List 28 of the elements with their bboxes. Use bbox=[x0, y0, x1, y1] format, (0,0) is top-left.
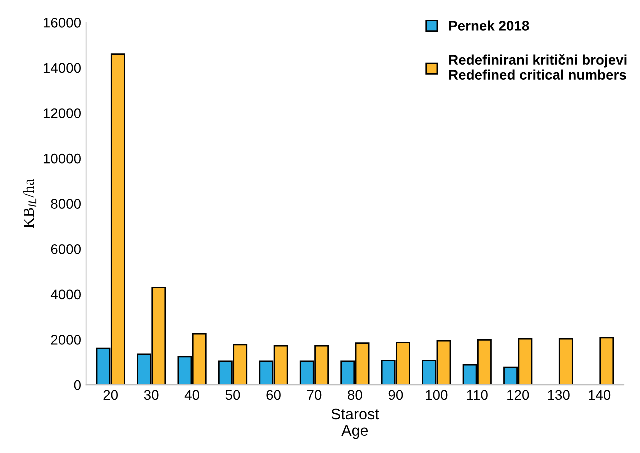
y-tick-label: 2000 bbox=[51, 335, 81, 345]
x-tick-label: 40 bbox=[184, 390, 200, 400]
x-tick-label: 140 bbox=[589, 390, 611, 400]
legend-label: Redefinirani kritični brojevi Redefined critical numbers bbox=[450, 54, 627, 80]
x-tick-label: 60 bbox=[266, 390, 281, 400]
x-tick-label: 50 bbox=[226, 390, 240, 400]
y-tick-label: 12000 bbox=[44, 108, 81, 118]
legend-label: Pernek 2018 bbox=[450, 20, 530, 31]
y-tick-label: 4000 bbox=[50, 290, 81, 300]
y-tick-label: 16000 bbox=[44, 18, 81, 28]
x-tick-label: 110 bbox=[467, 390, 488, 400]
bar bbox=[600, 337, 614, 386]
y-axis-title: KB$_{IL}$/ha bbox=[23, 179, 37, 228]
y-tick-label: 8000 bbox=[51, 199, 81, 210]
x-tick-label: 70 bbox=[307, 390, 322, 400]
x-axis-title: Starost Age bbox=[332, 408, 380, 440]
y-tick-label: 14000 bbox=[44, 63, 81, 74]
x-tick-label: 120 bbox=[508, 390, 530, 400]
x-tick-label: 30 bbox=[144, 390, 159, 400]
y-tick-label: 6000 bbox=[51, 244, 81, 254]
x-tick-label: 130 bbox=[548, 390, 570, 400]
y-tick-label: 0 bbox=[74, 380, 81, 390]
x-tick-label: 80 bbox=[348, 390, 362, 400]
x-tick-label: 90 bbox=[388, 390, 404, 400]
x-tick-label: 100 bbox=[426, 390, 448, 400]
x-tick-label: 20 bbox=[104, 390, 118, 400]
bar bbox=[558, 338, 574, 386]
y-tick-label: 10000 bbox=[44, 154, 81, 164]
